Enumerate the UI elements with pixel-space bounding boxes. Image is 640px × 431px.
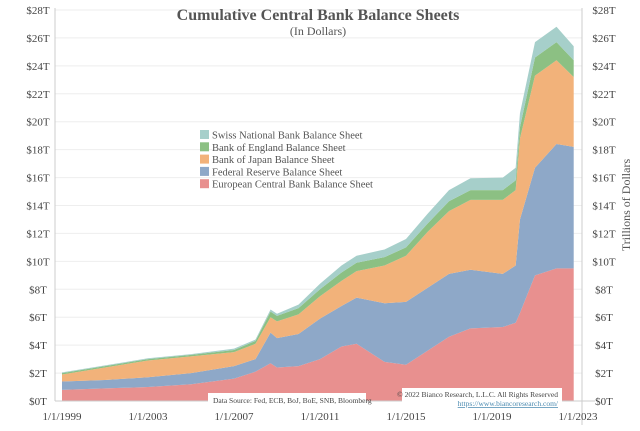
legend-swatch bbox=[200, 166, 209, 176]
copyright-note: © 2022 Bianco Research, L.L.C. All Right… bbox=[397, 390, 558, 399]
y-tick-label: $18T bbox=[26, 145, 50, 157]
x-tick-label: 1/1/2011 bbox=[301, 411, 340, 423]
y-tick-label: $28T bbox=[592, 5, 616, 17]
chart-title: Cumulative Central Bank Balance Sheets bbox=[177, 7, 460, 24]
legend-swatch bbox=[200, 142, 209, 152]
y-tick-label: $26T bbox=[26, 33, 50, 45]
y-tick-label: $24T bbox=[592, 61, 616, 73]
y-tick-label: $0T bbox=[29, 396, 47, 408]
legend-swatch bbox=[200, 154, 209, 164]
y-tick-label: $18T bbox=[592, 145, 616, 157]
y-tick-label: $22T bbox=[592, 89, 616, 101]
area-bank-of-japan-balance-sheet bbox=[62, 60, 574, 382]
y-tick-label: $20T bbox=[26, 117, 50, 129]
x-tick-label: 1/1/2019 bbox=[472, 411, 512, 423]
x-tick-label: 1/1/1999 bbox=[42, 411, 82, 423]
source-box bbox=[208, 393, 366, 408]
y-tick-label: $8T bbox=[595, 284, 613, 296]
legend-label: Bank of England Balance Sheet bbox=[212, 143, 346, 154]
legend-swatch bbox=[200, 179, 209, 189]
area-series bbox=[62, 26, 574, 401]
y-axis-label: Trillions of Dollars bbox=[619, 159, 633, 252]
legend-label: European Central Bank Balance Sheet bbox=[212, 180, 373, 191]
y-tick-label: $6T bbox=[595, 312, 613, 324]
y-tick-label: $14T bbox=[592, 201, 616, 213]
x-tick-label: 1/1/2015 bbox=[386, 411, 426, 423]
x-tick-label: 1/1/2007 bbox=[214, 411, 254, 423]
y-tick-label: $28T bbox=[26, 5, 50, 17]
y-tick-label: $14T bbox=[26, 201, 50, 213]
legend-label: Bank of Japan Balance Sheet bbox=[212, 155, 335, 166]
y-tick-label: $6T bbox=[29, 312, 47, 324]
website-link[interactable]: https://www.biancoresearch.com/ bbox=[458, 399, 559, 408]
y-tick-label: $4T bbox=[29, 340, 47, 352]
y-tick-label: $2T bbox=[595, 368, 613, 380]
left-y-ticks: $0T $2T $4T $6T $8T $10T $12T $14T $16T $18T $20T $… bbox=[26, 5, 50, 408]
data-source-note: Data Source: Fed, ECB, BoJ, BoE, SNB, Bl… bbox=[213, 396, 372, 405]
x-tick-label: 1/1/2023 bbox=[558, 411, 598, 423]
legend-swatch bbox=[200, 130, 209, 139]
area-federal-reserve-balance-sheet bbox=[62, 144, 574, 390]
y-tick-label: $20T bbox=[592, 117, 616, 129]
x-ticks: 1/1/1999 1/1/2003 1/1/2007 1/1/2011 1/1/2015… bbox=[42, 411, 598, 423]
y-tick-label: $22T bbox=[26, 89, 50, 101]
copyright-box bbox=[402, 388, 562, 409]
y-tick-label: $16T bbox=[26, 173, 50, 185]
y-tick-label: $16T bbox=[592, 173, 616, 185]
y-tick-label: $0T bbox=[595, 396, 613, 408]
y-tick-label: $26T bbox=[592, 33, 616, 45]
area-european-central-bank-balance-sheet bbox=[62, 268, 574, 401]
chart-subtitle: (In Dollars) bbox=[290, 24, 346, 38]
legend-label: Swiss National Bank Balance Sheet bbox=[212, 131, 363, 142]
x-tick-label: 1/1/2003 bbox=[128, 411, 168, 423]
y-tick-label: $2T bbox=[29, 368, 47, 380]
legend-label: Federal Reserve Balance Sheet bbox=[212, 167, 342, 178]
y-tick-label: $4T bbox=[595, 340, 613, 352]
y-tick-label: $10T bbox=[592, 256, 616, 268]
y-tick-label: $12T bbox=[26, 228, 50, 240]
y-tick-label: $8T bbox=[29, 284, 47, 296]
right-y-ticks: $0T $2T $4T $6T $8T $10T $12T $14T $16T $18T $20T $… bbox=[592, 5, 616, 408]
y-tick-label: $12T bbox=[592, 228, 616, 240]
y-tick-label: $10T bbox=[26, 256, 50, 268]
y-tick-label: $24T bbox=[26, 61, 50, 73]
